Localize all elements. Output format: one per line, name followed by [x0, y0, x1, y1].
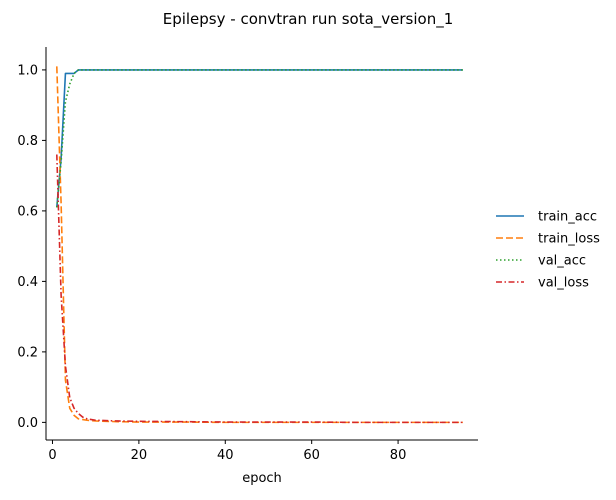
- x-tick-label: 60: [303, 448, 320, 463]
- legend: train_acc train_loss val_acc val_loss: [496, 210, 600, 291]
- x-tick-label: 40: [217, 448, 234, 463]
- y-tick-label: 0.0: [17, 416, 38, 431]
- legend-label-train-acc: train_acc: [538, 210, 597, 225]
- plot-area: [56, 66, 463, 424]
- legend-label-val-loss: val_loss: [538, 276, 589, 291]
- legend-label-val-acc: val_acc: [538, 254, 586, 269]
- series-line-train-loss: [56, 66, 463, 424]
- series-line-val-loss: [56, 154, 463, 424]
- y-tick-label: 0.2: [17, 345, 38, 360]
- series-line-val-acc: [56, 69, 463, 208]
- legend-label-train-loss: train_loss: [538, 232, 600, 247]
- y-tick-label: 0.4: [17, 275, 38, 290]
- y-tick-label: 0.6: [17, 204, 38, 219]
- y-tick-label: 0.8: [17, 134, 38, 149]
- x-tick-label: 20: [131, 448, 148, 463]
- chart-title: Epilepsy - convtran run sota_version_1: [163, 10, 454, 29]
- series-line-train-acc: [56, 69, 463, 208]
- x-ticks: 0 20 40 60 80: [48, 440, 406, 463]
- x-tick-label: 0: [48, 448, 56, 463]
- x-tick-label: 80: [390, 448, 407, 463]
- y-tick-label: 1.0: [17, 63, 38, 78]
- x-axis-label: epoch: [242, 471, 282, 486]
- y-ticks: 0.0 0.2 0.4 0.6 0.8 1.0: [17, 63, 46, 431]
